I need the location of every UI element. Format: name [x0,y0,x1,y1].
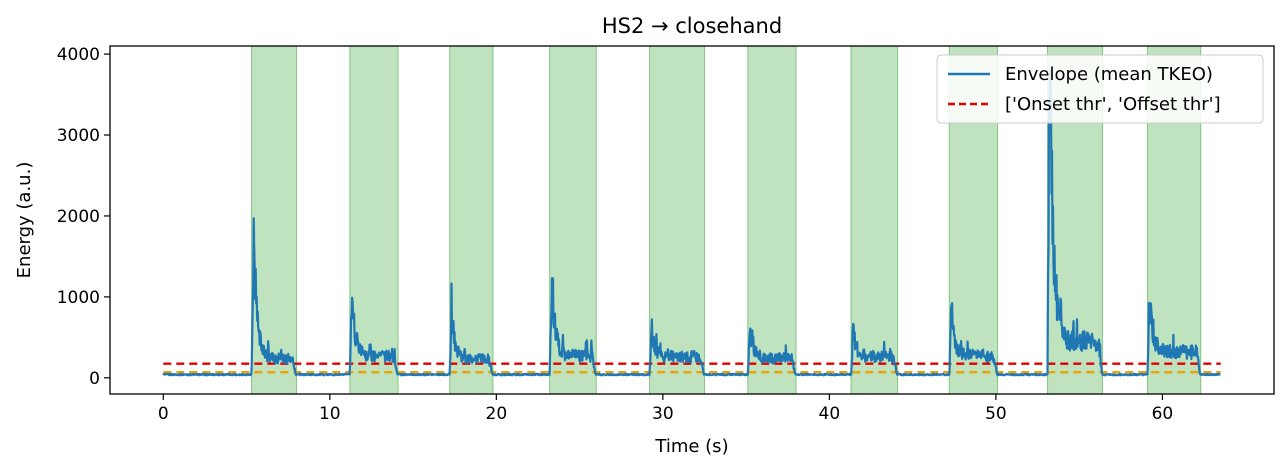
y-tick-label: 0 [89,369,100,389]
legend-label-envelope: Envelope (mean TKEO) [1005,64,1213,85]
envelope-line [162,69,1221,377]
axis-ticks: 0 10 20 30 40 50 60 0 1000 2000 3000 4000 [57,45,1174,424]
y-tick-label: 2000 [57,207,100,227]
x-tick-label: 50 [985,404,1007,424]
x-tick-label: 30 [652,404,674,424]
x-tick-label: 40 [819,404,841,424]
active-segment [549,45,597,395]
legend: Envelope (mean TKEO) ['Onset thr', 'Offs… [936,54,1264,124]
active-segment [649,45,705,395]
x-tick-label: 10 [319,404,341,424]
chart-title: HS2 → closehand [602,14,782,38]
envelope-series [162,69,1221,377]
x-tick-label: 60 [1152,404,1174,424]
active-segment [251,45,298,395]
x-tick-label: 0 [158,404,169,424]
y-tick-label: 4000 [57,45,100,65]
x-axis-label: Time (s) [654,436,728,457]
y-tick-label: 3000 [57,126,100,146]
y-axis-label: Energy (a.u.) [14,162,35,279]
legend-box [936,54,1264,124]
plot-frame [109,45,1275,395]
legend-label-thresholds: ['Onset thr', 'Offset thr'] [1005,94,1221,115]
threshold-lines [163,362,1221,374]
y-tick-label: 1000 [57,288,100,308]
active-segment [747,45,797,395]
x-tick-label: 20 [486,404,508,424]
